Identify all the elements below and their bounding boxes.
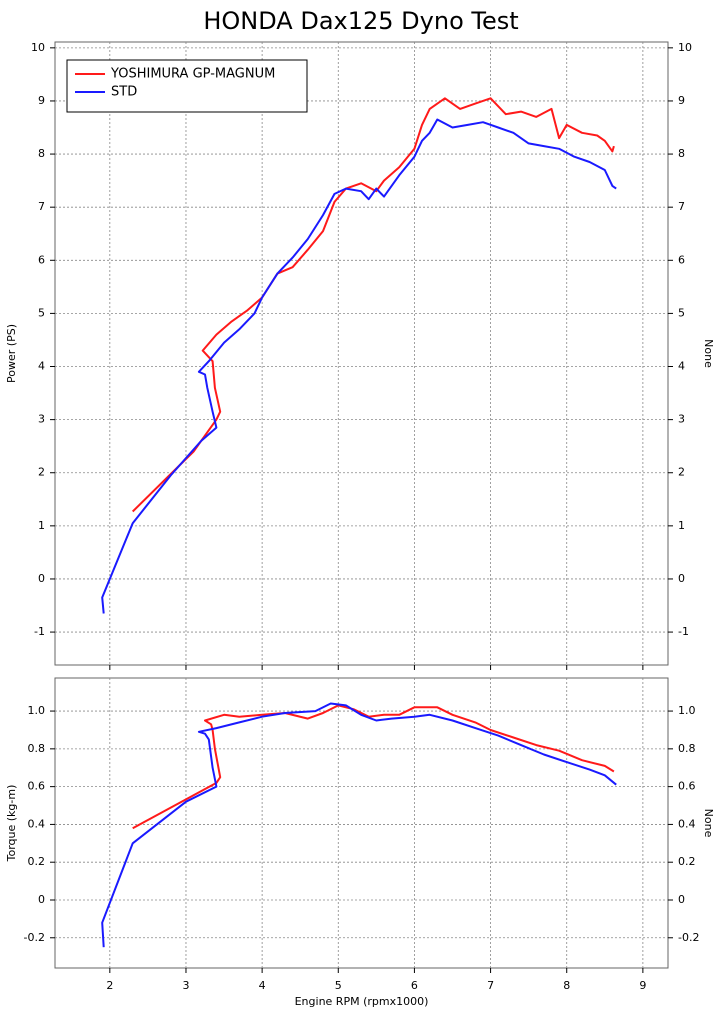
y2-tick-label: -0.2 bbox=[678, 931, 699, 944]
y-tick-label: 10 bbox=[31, 41, 45, 54]
legend-label: YOSHIMURA GP-MAGNUM bbox=[110, 67, 275, 82]
series-line bbox=[101, 702, 617, 948]
series-line bbox=[131, 97, 615, 513]
y-tick-label: 0 bbox=[38, 572, 45, 585]
x-tick-label: 4 bbox=[259, 979, 266, 992]
y2-tick-label: 3 bbox=[678, 413, 685, 426]
y2-tick-label: 0.4 bbox=[678, 817, 696, 830]
y2-tick-label: 0.6 bbox=[678, 780, 696, 793]
y-tick-label: 1.0 bbox=[28, 704, 46, 717]
x-tick-label: 2 bbox=[106, 979, 113, 992]
x-tick-label: 3 bbox=[182, 979, 189, 992]
y2-tick-label: 1.0 bbox=[678, 704, 696, 717]
y-tick-label: 4 bbox=[38, 360, 45, 373]
y-tick-label: 0 bbox=[38, 893, 45, 906]
y-tick-label: 0.4 bbox=[28, 817, 46, 830]
x-tick-label: 5 bbox=[335, 979, 342, 992]
y-tick-label: -1 bbox=[34, 625, 45, 638]
y2-tick-label: 4 bbox=[678, 360, 685, 373]
y-tick-label: 0.2 bbox=[28, 855, 46, 868]
y2-tick-label: 0 bbox=[678, 572, 685, 585]
page-title: HONDA Dax125 Dyno Test bbox=[203, 7, 518, 35]
y2-axis-label: None bbox=[702, 339, 715, 368]
y2-axis-label: None bbox=[702, 809, 715, 838]
y2-tick-label: 0.8 bbox=[678, 742, 696, 755]
y-tick-label: 8 bbox=[38, 147, 45, 160]
y-tick-label: -0.2 bbox=[24, 931, 45, 944]
y-tick-label: 7 bbox=[38, 200, 45, 213]
y-tick-label: 0.6 bbox=[28, 780, 46, 793]
y2-tick-label: 2 bbox=[678, 466, 685, 479]
legend-box bbox=[66, 59, 308, 113]
y-tick-label: 5 bbox=[38, 306, 45, 319]
y-tick-label: 2 bbox=[38, 466, 45, 479]
y-axis-label: Power (PS) bbox=[5, 324, 18, 383]
y-tick-label: 0.8 bbox=[28, 742, 46, 755]
y2-tick-label: 5 bbox=[678, 306, 685, 319]
y2-tick-label: 7 bbox=[678, 200, 685, 213]
y2-tick-label: -1 bbox=[678, 625, 689, 638]
y2-tick-label: 8 bbox=[678, 147, 685, 160]
y-axis-label: Torque (kg-m) bbox=[5, 785, 18, 863]
plot-frame bbox=[54, 677, 669, 969]
y-tick-label: 9 bbox=[38, 94, 45, 107]
y2-tick-label: 0 bbox=[678, 893, 685, 906]
x-tick-label: 9 bbox=[639, 979, 646, 992]
y2-tick-label: 0.2 bbox=[678, 855, 696, 868]
x-tick-label: 8 bbox=[563, 979, 570, 992]
legend-label: STD bbox=[111, 85, 137, 100]
y2-tick-label: 9 bbox=[678, 94, 685, 107]
series-line bbox=[101, 118, 617, 614]
plot-frame bbox=[54, 41, 669, 666]
y-tick-label: 1 bbox=[38, 519, 45, 532]
y-tick-label: 3 bbox=[38, 413, 45, 426]
x-tick-label: 6 bbox=[411, 979, 418, 992]
y2-tick-label: 1 bbox=[678, 519, 685, 532]
x-axis-label: Engine RPM (rpmx1000) bbox=[295, 995, 429, 1008]
y2-tick-label: 6 bbox=[678, 253, 685, 266]
y-tick-label: 6 bbox=[38, 253, 45, 266]
y2-tick-label: 10 bbox=[678, 41, 692, 54]
x-tick-label: 7 bbox=[487, 979, 494, 992]
